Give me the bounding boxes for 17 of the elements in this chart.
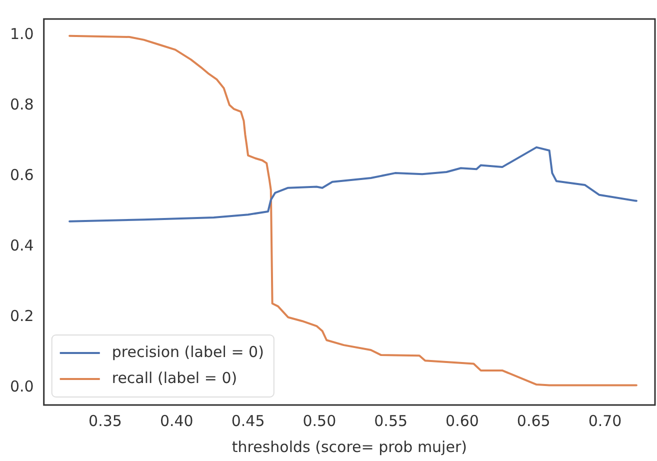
legend-label: precision (label = 0): [112, 342, 264, 361]
y-tick-label: 0.2: [10, 306, 34, 325]
y-tick-label: 0.8: [10, 95, 34, 114]
y-tick-label: 0.0: [10, 377, 34, 396]
y-tick-label: 0.4: [10, 236, 34, 254]
y-tick-label: 0.6: [10, 166, 34, 184]
legend-label: recall (label = 0): [112, 368, 238, 387]
x-tick-label: 0.45: [231, 412, 265, 430]
x-tick-label: 0.60: [446, 412, 479, 430]
x-tick-label: 0.70: [588, 412, 622, 430]
x-tick-label: 0.35: [88, 412, 122, 430]
y-tick-label: 1.0: [10, 24, 34, 43]
x-tick-label: 0.50: [302, 412, 336, 430]
x-axis-title: thresholds (score= prob mujer): [232, 438, 467, 456]
x-tick-label: 0.55: [374, 412, 408, 430]
x-tick-label: 0.40: [160, 412, 194, 430]
x-tick-label: 0.65: [516, 412, 550, 430]
